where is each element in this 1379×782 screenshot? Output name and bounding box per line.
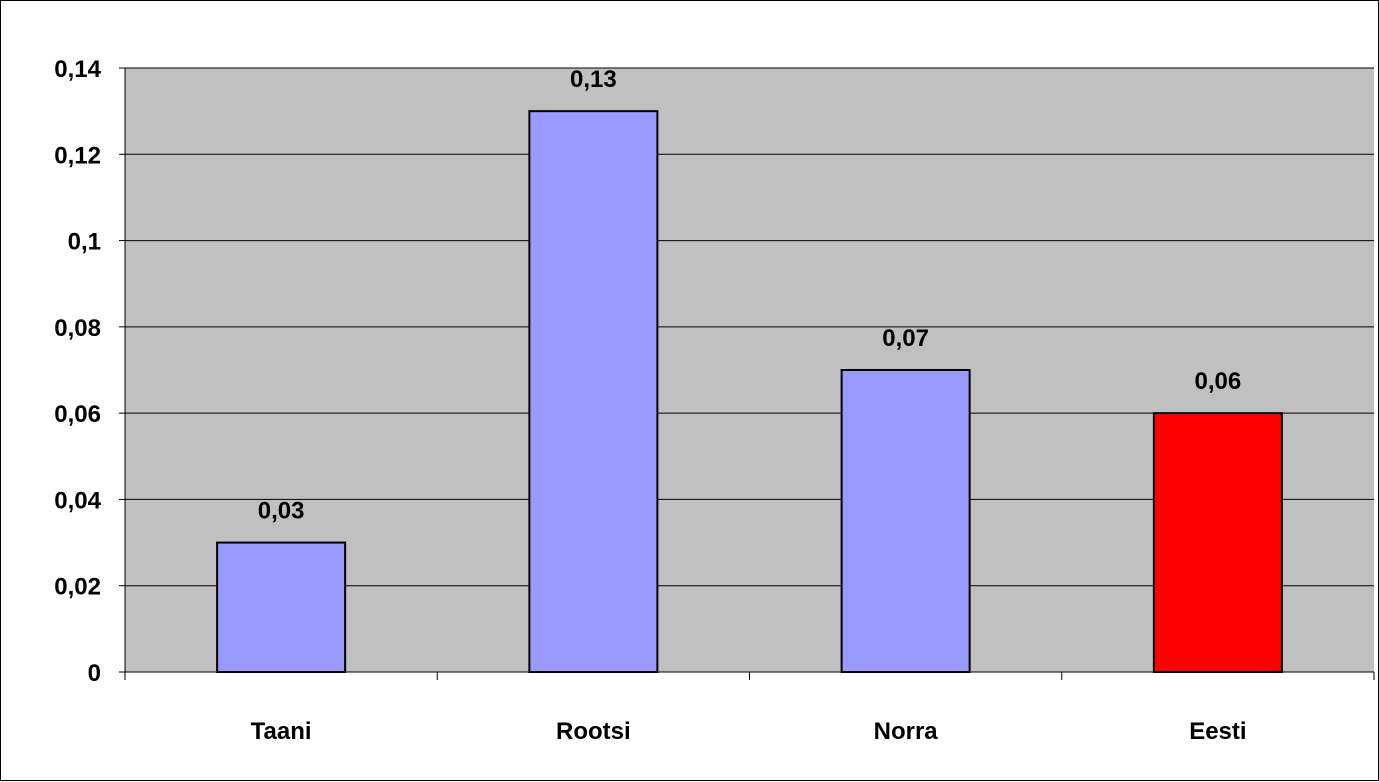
bar-norra bbox=[840, 369, 971, 673]
axes: 0 0,02 0,04 0,06 0,08 0,1 0,12 0,14 bbox=[54, 56, 1375, 687]
bars bbox=[216, 110, 1283, 673]
data-label-rootsi: 0,13 bbox=[570, 66, 617, 93]
bar-eesti bbox=[1152, 412, 1283, 673]
x-category-label-norra: Norra bbox=[874, 718, 939, 745]
y-tick-label: 0,08 bbox=[54, 315, 101, 342]
y-tick-label: 0,06 bbox=[54, 401, 101, 428]
y-tick-label: 0,1 bbox=[68, 229, 101, 256]
y-tick-label: 0 bbox=[88, 660, 101, 687]
labels: 0,03 Taani 0,13 Rootsi 0,07 Norra 0,06 Eesti bbox=[251, 66, 1247, 745]
data-label-norra: 0,07 bbox=[882, 325, 929, 352]
bar-taani bbox=[216, 541, 347, 673]
data-label-eesti: 0,06 bbox=[1195, 368, 1242, 395]
x-category-label-eesti: Eesti bbox=[1189, 718, 1246, 745]
y-tick-label: 0,14 bbox=[54, 56, 101, 83]
data-label-taani: 0,03 bbox=[258, 498, 305, 525]
y-tick-label: 0,04 bbox=[54, 487, 101, 514]
x-category-label-rootsi: Rootsi bbox=[556, 718, 631, 745]
y-tick-label: 0,02 bbox=[54, 574, 101, 601]
bar-rootsi bbox=[528, 110, 659, 673]
x-category-label-taani: Taani bbox=[251, 718, 312, 745]
y-tick-label: 0,12 bbox=[54, 142, 101, 169]
